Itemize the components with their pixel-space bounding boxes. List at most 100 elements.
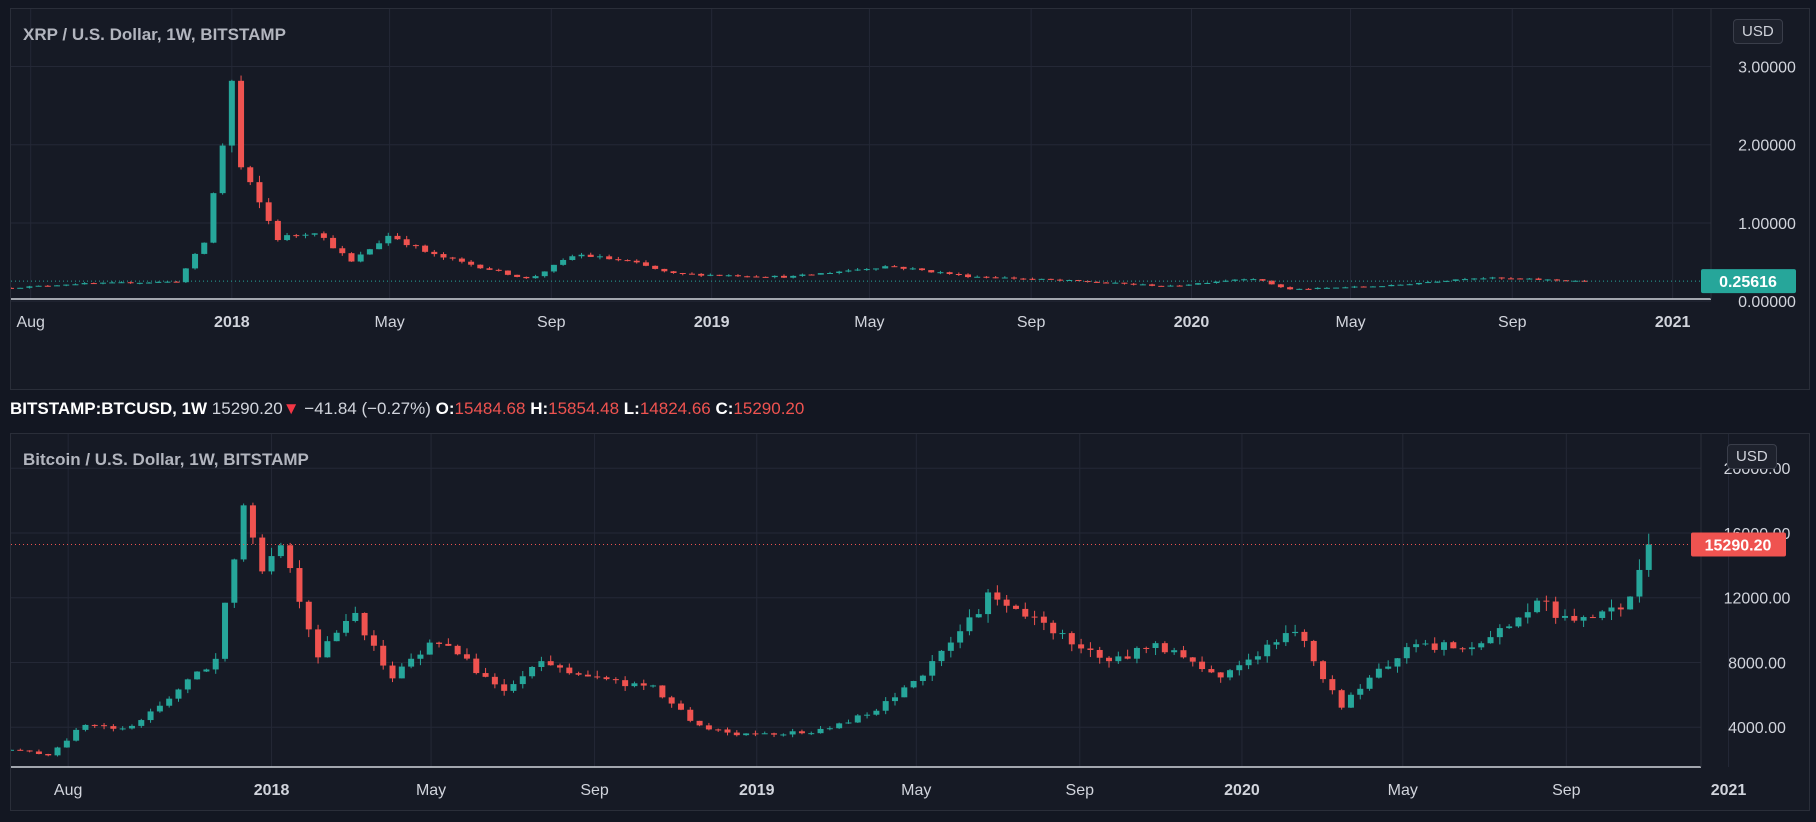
candle-body [901,687,908,698]
candle-body [17,749,24,751]
btc-currency-button[interactable]: USD [1727,444,1777,469]
candle-body [1050,622,1057,634]
candle-body [324,641,331,658]
candle-body [1487,637,1494,644]
candle-body [992,277,999,279]
candle-body [873,710,880,715]
candle-body [91,724,98,726]
candle-body [566,667,573,674]
candle-body [965,274,972,278]
candle-body [1608,607,1615,612]
candle-body [1471,278,1478,280]
candle-body [1167,285,1174,287]
candle-body [1360,286,1367,288]
candle-body [277,545,284,557]
candle-body [606,256,613,260]
candle-body [1133,647,1140,659]
candle-body [966,617,973,632]
time-tick-label: 2019 [739,782,775,799]
time-tick-label: Sep [1552,782,1581,799]
candle-body [1517,278,1524,280]
candle-body [1468,647,1475,650]
candle-body [11,287,14,289]
infobar-symbol[interactable]: BITSTAMP:BTCUSD, 1W [10,399,208,418]
candle-body [1535,278,1542,280]
candle-body [45,754,52,756]
btc-chart-panel[interactable]: 20000.0016000.0012000.008000.004000.0015… [10,433,1810,811]
candle-body [256,182,263,203]
candle-body [1292,631,1299,634]
time-tick-label: Sep [580,782,609,799]
candle-body [1038,278,1045,280]
candle-body [659,685,666,698]
candle-body [1057,279,1064,281]
candle-body [661,268,668,272]
candle-body [1553,279,1560,281]
candle-body [1115,656,1122,662]
candle-body [482,673,489,677]
candle-body [668,697,675,704]
xrp-currency-button[interactable]: USD [1733,19,1783,44]
candle-body [1268,280,1275,285]
candle-body [147,711,154,721]
candle-body [201,242,208,254]
candle-body [1450,642,1457,649]
candle-body [771,733,778,735]
candle-body [495,269,502,271]
candle-body [194,671,201,680]
candle-body [985,592,992,615]
candle-body [422,245,429,252]
btc-chart-canvas[interactable]: 20000.0016000.0012000.008000.004000.0015… [11,434,1809,810]
candle-body [724,729,731,733]
candle-body [1161,643,1168,653]
candle-body [670,271,677,274]
candle-body [445,643,452,646]
candle-body [891,266,898,268]
candle-body [100,282,107,284]
candle-body [385,235,392,244]
price-tick-label: 1.00000 [1738,216,1796,233]
candle-body [1320,661,1327,680]
candle-body [73,729,80,741]
candle-body [1406,284,1413,286]
candle-body [210,193,217,243]
candle-body [1571,615,1578,621]
candle-body [342,621,349,633]
candles [11,75,1588,290]
candle-body [1121,282,1128,284]
xrp-chart-canvas[interactable]: 3.00000 2.00000 1.00000 0.00000 0.25616 Aug 20… [11,9,1809,389]
candle-body [311,233,318,235]
candle-body [761,733,768,735]
candle-body [587,254,594,257]
xrp-chart-panel[interactable]: 3.00000 2.00000 1.00000 0.00000 0.25616 Aug 20… [10,8,1810,390]
candle-body [1075,280,1082,282]
price-tick-label: 4000.00 [1728,720,1786,737]
candle-body [128,725,135,729]
candle-body [1231,279,1238,281]
time-tick-label: 2018 [214,314,250,331]
price-tick-label: 2.00000 [1738,138,1796,155]
time-tick-label: Aug [16,314,44,331]
candle-body [863,269,870,271]
candle-body [817,273,824,275]
candle-body [928,270,935,273]
candle-body [274,220,281,241]
candle-body [615,259,622,261]
candle-body [1152,643,1159,648]
candle-body [687,709,694,721]
candle-body [596,256,603,258]
candle-body [1403,647,1410,659]
candle-body [640,683,647,686]
candle-body [1277,284,1284,288]
candle-body [212,658,219,670]
last-price-tag: 0.25616 [1701,269,1796,294]
candle-body [538,661,545,667]
candle-body [348,253,355,262]
candle-body [631,683,638,687]
candle-body [1496,628,1503,638]
last-price-tag-bg [1701,269,1796,294]
time-tick-label: May [1335,314,1365,331]
candle-body [826,728,833,730]
candle-body [370,635,377,646]
candle-body [1534,600,1541,613]
